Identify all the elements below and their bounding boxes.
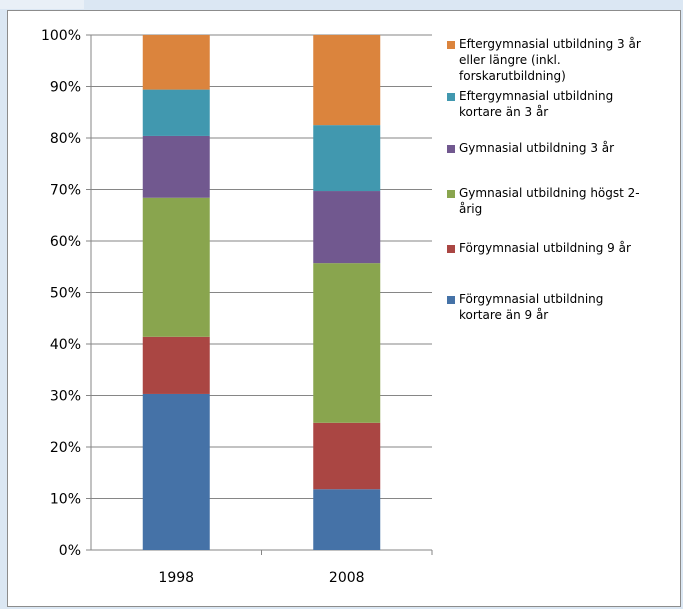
bar-segment — [142, 89, 210, 136]
legend-swatch — [447, 245, 455, 253]
y-tick-label: 40% — [50, 337, 81, 353]
bar-segment — [142, 336, 210, 394]
x-tick-label: 2008 — [329, 570, 365, 586]
legend-label: Eftergymnasial utbildning 3 år — [459, 37, 641, 51]
legend-swatch — [447, 296, 455, 304]
y-tick-label: 50% — [50, 286, 81, 302]
legend-swatch — [447, 190, 455, 198]
legend-label: eller längre (inkl. — [459, 53, 561, 67]
y-tick-label: 0% — [59, 543, 81, 559]
legend-label: kortare än 3 år — [459, 105, 548, 119]
y-tick-label: 100% — [41, 28, 81, 44]
y-tick-label: 10% — [50, 492, 81, 508]
y-tick-label: 80% — [50, 131, 81, 147]
bar-segment — [313, 422, 381, 490]
legend-label: Förgymnasial utbildning — [459, 292, 603, 306]
bar-segment — [313, 35, 381, 126]
bar-segment — [142, 393, 210, 550]
legend-label: Förgymnasial utbildning 9 år — [459, 241, 631, 255]
window-corner — [0, 0, 84, 9]
legend-label: Gymnasial utbildning högst 2- — [459, 186, 640, 200]
legend-label: forskarutbildning) — [459, 69, 566, 83]
legend-label: Eftergymnasial utbildning — [459, 89, 613, 103]
legend-swatch — [447, 41, 455, 49]
bar-segment — [313, 125, 381, 192]
x-tick-label: 1998 — [158, 570, 194, 586]
y-tick-label: 70% — [50, 183, 81, 199]
legend-swatch — [447, 93, 455, 101]
bar-segment — [313, 263, 381, 423]
legend-swatch — [447, 145, 455, 153]
bar-segment — [313, 489, 381, 550]
legend-label: kortare än 9 år — [459, 308, 548, 322]
y-tick-label: 20% — [50, 440, 81, 456]
bar-segment — [313, 191, 381, 264]
legend-label: Gymnasial utbildning 3 år — [459, 141, 614, 155]
y-tick-label: 90% — [50, 80, 81, 96]
bar-segment — [142, 135, 210, 198]
legend-label: årig — [459, 202, 482, 216]
bar-segment — [142, 197, 210, 337]
y-tick-label: 30% — [50, 389, 81, 405]
bar-segment — [142, 35, 210, 90]
y-tick-label: 60% — [50, 234, 81, 250]
